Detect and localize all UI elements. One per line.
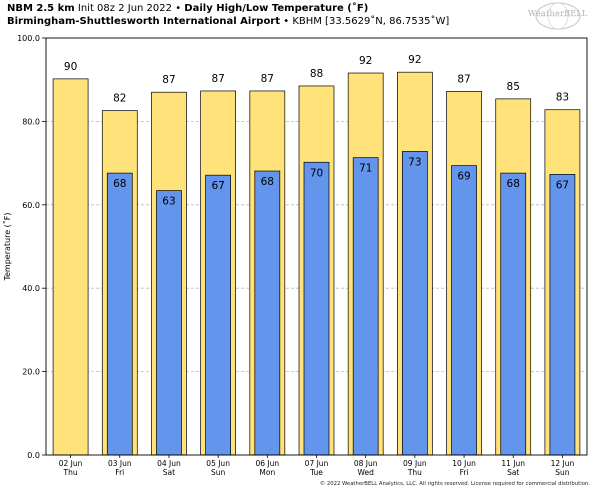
high-temp-label: 90	[64, 61, 77, 73]
x-tick-day-label: Fri	[460, 468, 469, 477]
x-tick-date-label: 12 Jun	[551, 459, 575, 468]
high-temp-label: 87	[261, 73, 274, 85]
x-tick-day-label: Tue	[309, 468, 323, 477]
x-tick-date-label: 09 Jun	[403, 459, 427, 468]
weatherbell-logo: WeatherBELL	[522, 0, 594, 32]
x-tick-day-label: Mon	[259, 468, 275, 477]
y-tick-label: 80.0	[22, 117, 40, 126]
x-tick-day-label: Fri	[115, 468, 124, 477]
y-axis-label: Temperature (˚F)	[2, 212, 12, 281]
x-tick-day-label: Sat	[163, 468, 175, 477]
low-temp-label: 67	[556, 179, 569, 191]
copyright-footer: © 2022 WeatherBELL Analytics, LLC. All r…	[319, 481, 590, 487]
low-temp-bar	[500, 172, 527, 456]
high-temp-label: 92	[359, 55, 372, 67]
x-tick-day-label: Sun	[555, 468, 570, 477]
high-temp-bar	[52, 78, 89, 456]
x-tick-day-label: Thu	[63, 468, 78, 477]
low-temp-label: 73	[408, 156, 421, 168]
x-tick-day-label: Sat	[507, 468, 519, 477]
low-temp-label: 68	[113, 178, 126, 190]
x-tick-day-label: Sun	[211, 468, 226, 477]
high-temp-label: 92	[408, 54, 421, 66]
chart-title: Daily High/Low Temperature (˚F)	[184, 3, 369, 14]
high-temp-label: 82	[113, 93, 126, 105]
station-info: KBHM [33.5629˚N, 86.7535˚W]	[292, 16, 450, 27]
x-tick-day-label: Wed	[358, 468, 375, 477]
low-temp-label: 68	[507, 178, 520, 190]
globe-icon	[535, 2, 581, 30]
plot-frame	[45, 37, 588, 456]
location-name: Birmingham-Shuttlesworth International A…	[7, 16, 281, 27]
separator: •	[175, 3, 182, 14]
x-tick-date-label: 07 Jun	[305, 459, 329, 468]
chart-title-line: NBM 2.5 km Init 08z 2 Jun 2022 • Daily H…	[7, 3, 368, 14]
y-tick-label: 20.0	[22, 368, 40, 377]
low-temp-label: 63	[162, 196, 175, 208]
high-temp-label: 83	[556, 92, 569, 104]
low-temp-bar	[106, 172, 133, 456]
low-temp-label: 69	[457, 171, 470, 183]
low-temp-bar	[451, 165, 477, 456]
low-temp-bar	[205, 174, 231, 456]
low-temp-bar	[156, 190, 182, 456]
low-temp-bar	[254, 170, 281, 456]
model-name: NBM 2.5 km	[7, 3, 75, 14]
high-temp-label: 87	[211, 73, 224, 85]
x-tick-date-label: 03 Jun	[108, 459, 132, 468]
separator: •	[283, 16, 290, 27]
low-temp-label: 67	[211, 180, 224, 192]
x-tick-date-label: 10 Jun	[452, 459, 476, 468]
low-temp-bar	[352, 157, 379, 456]
low-temp-bar	[549, 174, 576, 456]
y-tick-label: 100.0	[17, 34, 40, 43]
x-tick-day-label: Thu	[407, 468, 422, 477]
low-temp-label: 68	[261, 176, 274, 188]
x-tick-date-label: 04 Jun	[157, 459, 181, 468]
x-tick-date-label: 11 Jun	[501, 459, 525, 468]
x-tick-date-label: 05 Jun	[206, 459, 230, 468]
high-temp-label: 87	[457, 73, 470, 85]
y-tick-label: 0.0	[27, 451, 40, 460]
high-temp-label: 88	[310, 68, 323, 80]
logo-text: WeatherBELL	[528, 9, 588, 18]
location-line: Birmingham-Shuttlesworth International A…	[7, 16, 449, 27]
y-tick-label: 60.0	[22, 201, 40, 210]
low-temp-bar	[303, 161, 330, 456]
high-temp-label: 85	[507, 81, 520, 93]
high-temp-label: 87	[162, 74, 175, 86]
y-tick-label: 40.0	[22, 284, 40, 293]
x-tick-date-label: 08 Jun	[354, 459, 378, 468]
low-temp-bar	[402, 151, 428, 456]
low-temp-label: 71	[359, 163, 372, 175]
init-time: Init 08z 2 Jun 2022	[77, 3, 173, 14]
x-tick-date-label: 06 Jun	[255, 459, 279, 468]
x-tick-date-label: 02 Jun	[59, 459, 83, 468]
low-temp-label: 70	[310, 167, 323, 179]
